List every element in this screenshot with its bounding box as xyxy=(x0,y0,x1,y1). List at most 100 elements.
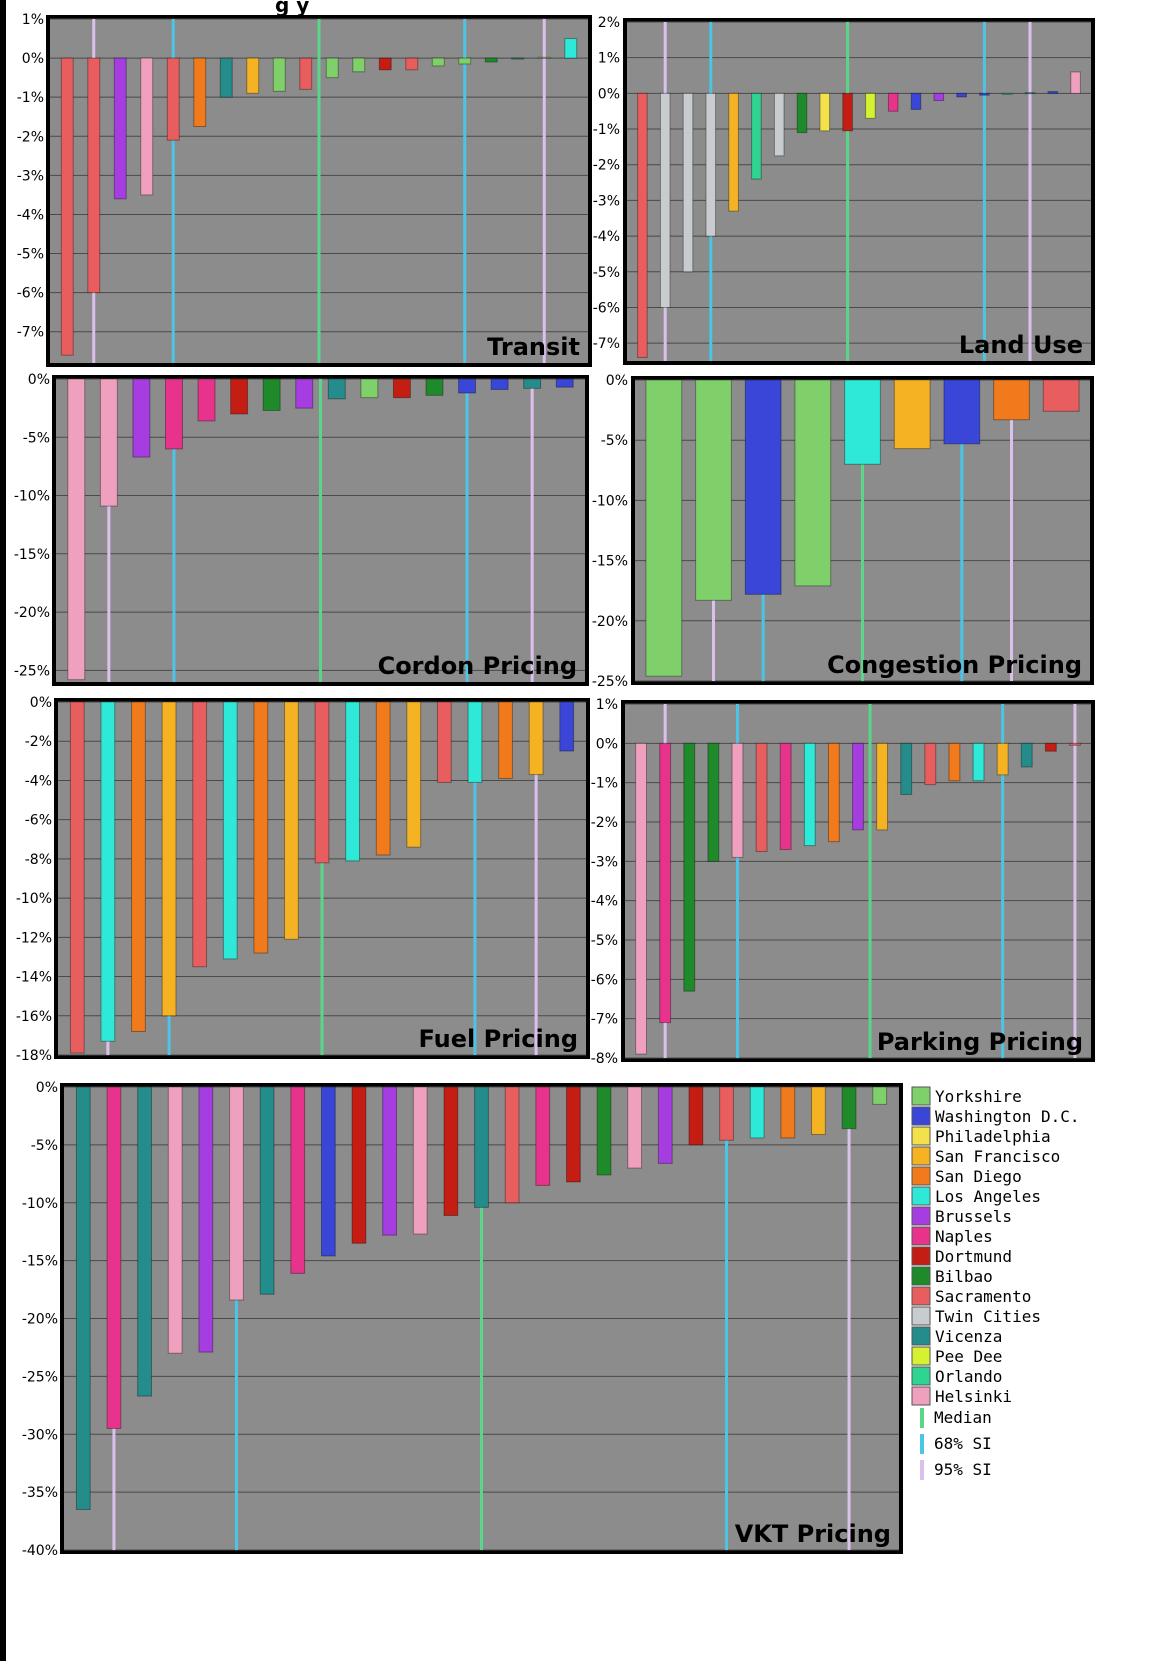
legend-swatch-sacramento xyxy=(911,1286,931,1306)
bar-dortmund xyxy=(351,1086,367,1244)
y-tick-label: -5% xyxy=(17,247,44,263)
bar-brussels xyxy=(657,1086,673,1164)
y-tick-label: -1% xyxy=(591,776,618,792)
panel-parking-pricing: 1% 0% -1% -2% -3% -4% -5% -6% -7% -8% Parking Pric… xyxy=(591,697,1095,1067)
bar-naples xyxy=(659,742,672,1024)
bar-dortmund xyxy=(842,92,853,132)
bar-sacramento xyxy=(69,701,85,1054)
legend-line-95-si xyxy=(920,1460,924,1480)
bar-vicenza xyxy=(523,378,542,389)
bar-twin-cities xyxy=(705,92,717,237)
panel-title-vkt-pricing: VKT Pricing xyxy=(735,1520,891,1548)
bar-brussels xyxy=(382,1086,398,1236)
y-tick-label: -8% xyxy=(591,1051,618,1067)
bar-vicenza xyxy=(511,57,525,60)
bar-san-diego xyxy=(253,701,269,954)
bar-los-angeles xyxy=(803,742,816,847)
bar-san-diego xyxy=(827,742,840,843)
bar-sacramento xyxy=(60,57,74,356)
bar-washington-d-c xyxy=(490,378,509,390)
bar-sacramento xyxy=(1069,742,1081,746)
legend-label-95-si: 95% SI xyxy=(934,1460,992,1479)
bar-sacramento xyxy=(436,701,452,783)
y-tick-label: -6% xyxy=(25,813,52,829)
legend-swatch-los-angeles xyxy=(911,1186,931,1206)
y-tick-label: -3% xyxy=(591,854,618,870)
legend-label-twin-cities: Twin Cities xyxy=(935,1307,1041,1326)
bar-san-diego xyxy=(498,701,513,779)
bar-bilbao xyxy=(796,92,808,134)
y-tick-label: -6% xyxy=(17,286,44,302)
bar-bilbao xyxy=(484,57,498,63)
y-tick-label: -7% xyxy=(17,325,44,341)
bar-twin-cities xyxy=(773,92,785,157)
bar-washington-d-c xyxy=(559,701,575,752)
bar-washington-d-c xyxy=(1047,91,1059,94)
bar-sacramento xyxy=(299,57,313,90)
y-tick-label: -2% xyxy=(591,815,618,831)
bar-sacramento xyxy=(755,742,768,852)
bar-helsinki xyxy=(229,1086,244,1301)
bar-helsinki xyxy=(412,1086,428,1235)
bar-yorkshire xyxy=(360,378,379,399)
bar-san-diego xyxy=(193,57,207,127)
y-tick-label: -6% xyxy=(591,972,618,988)
bar-helsinki xyxy=(635,742,647,1055)
bar-twin-cities xyxy=(682,92,694,273)
y-tick-label: -2% xyxy=(593,158,620,174)
legend-label-san-francisco: San Francisco xyxy=(935,1147,1060,1166)
panel-title-fuel-pricing: Fuel Pricing xyxy=(418,1025,578,1053)
y-tick-label: 0% xyxy=(36,1080,58,1096)
y-tick-label: -4% xyxy=(25,773,52,789)
bar-sacramento xyxy=(192,701,208,968)
y-tick-label: -15% xyxy=(592,554,628,570)
legend-label-orlando: Orlando xyxy=(935,1367,1002,1386)
legend-label-helsinki: Helsinki xyxy=(935,1387,1012,1406)
legend-swatch-bilbao xyxy=(911,1266,931,1286)
bar-yorkshire xyxy=(645,379,683,677)
bar-san-francisco xyxy=(996,742,1009,776)
bar-helsinki xyxy=(167,1086,183,1354)
y-tick-label: 1% xyxy=(596,697,618,713)
y-tick-label: -7% xyxy=(591,1012,618,1028)
bar-brussels xyxy=(113,57,127,200)
bar-pee-dee xyxy=(865,92,876,119)
bar-sacramento xyxy=(924,742,937,786)
y-tick-label: 0% xyxy=(30,695,52,711)
bar-twin-cities xyxy=(659,92,671,308)
bar-bilbao xyxy=(683,742,696,992)
panel-title-congestion-pricing: Congestion Pricing xyxy=(827,651,1082,679)
y-tick-label: -4% xyxy=(17,207,44,223)
legend-line-68-si xyxy=(920,1434,924,1454)
y-tick-label: -5% xyxy=(591,933,618,949)
panel-frame-land-use xyxy=(623,18,1095,365)
bar-sacramento xyxy=(504,1086,520,1204)
y-tick-label: -5% xyxy=(23,430,50,446)
bar-washington-d-c xyxy=(956,92,967,98)
bar-yorkshire xyxy=(537,56,551,59)
bar-sacramento xyxy=(405,57,419,71)
y-tick-label: -3% xyxy=(17,168,44,184)
bar-helsinki xyxy=(731,742,744,858)
bar-vicenza xyxy=(75,1086,91,1510)
legend-swatch-brussels xyxy=(911,1206,931,1226)
bar-vicenza xyxy=(900,742,913,795)
bar-brussels xyxy=(933,92,945,102)
legend-swatch-pee-dee xyxy=(911,1346,931,1366)
bar-san-diego xyxy=(780,1086,796,1139)
bar-yorkshire xyxy=(872,1086,888,1105)
bar-vicenza xyxy=(259,1086,275,1295)
bar-sacramento xyxy=(719,1086,734,1141)
y-tick-label: -15% xyxy=(14,547,50,563)
panel-transit: 1% 0% -1% -2% -3% -4% -5% -6% -7% Transit xyxy=(17,12,592,367)
y-tick-label: -25% xyxy=(14,663,50,679)
bar-san-diego xyxy=(375,701,391,856)
y-tick-label: -5% xyxy=(31,1138,58,1154)
bar-dortmund xyxy=(392,378,411,399)
panel-cordon-pricing: 0% -5% -10% -15% -20% -25% Cordon Pricing xyxy=(14,372,589,686)
bar-brussels xyxy=(852,742,864,831)
y-tick-label: -18% xyxy=(16,1048,52,1064)
bar-brussels xyxy=(198,1086,214,1353)
y-tick-label: -40% xyxy=(22,1543,58,1559)
